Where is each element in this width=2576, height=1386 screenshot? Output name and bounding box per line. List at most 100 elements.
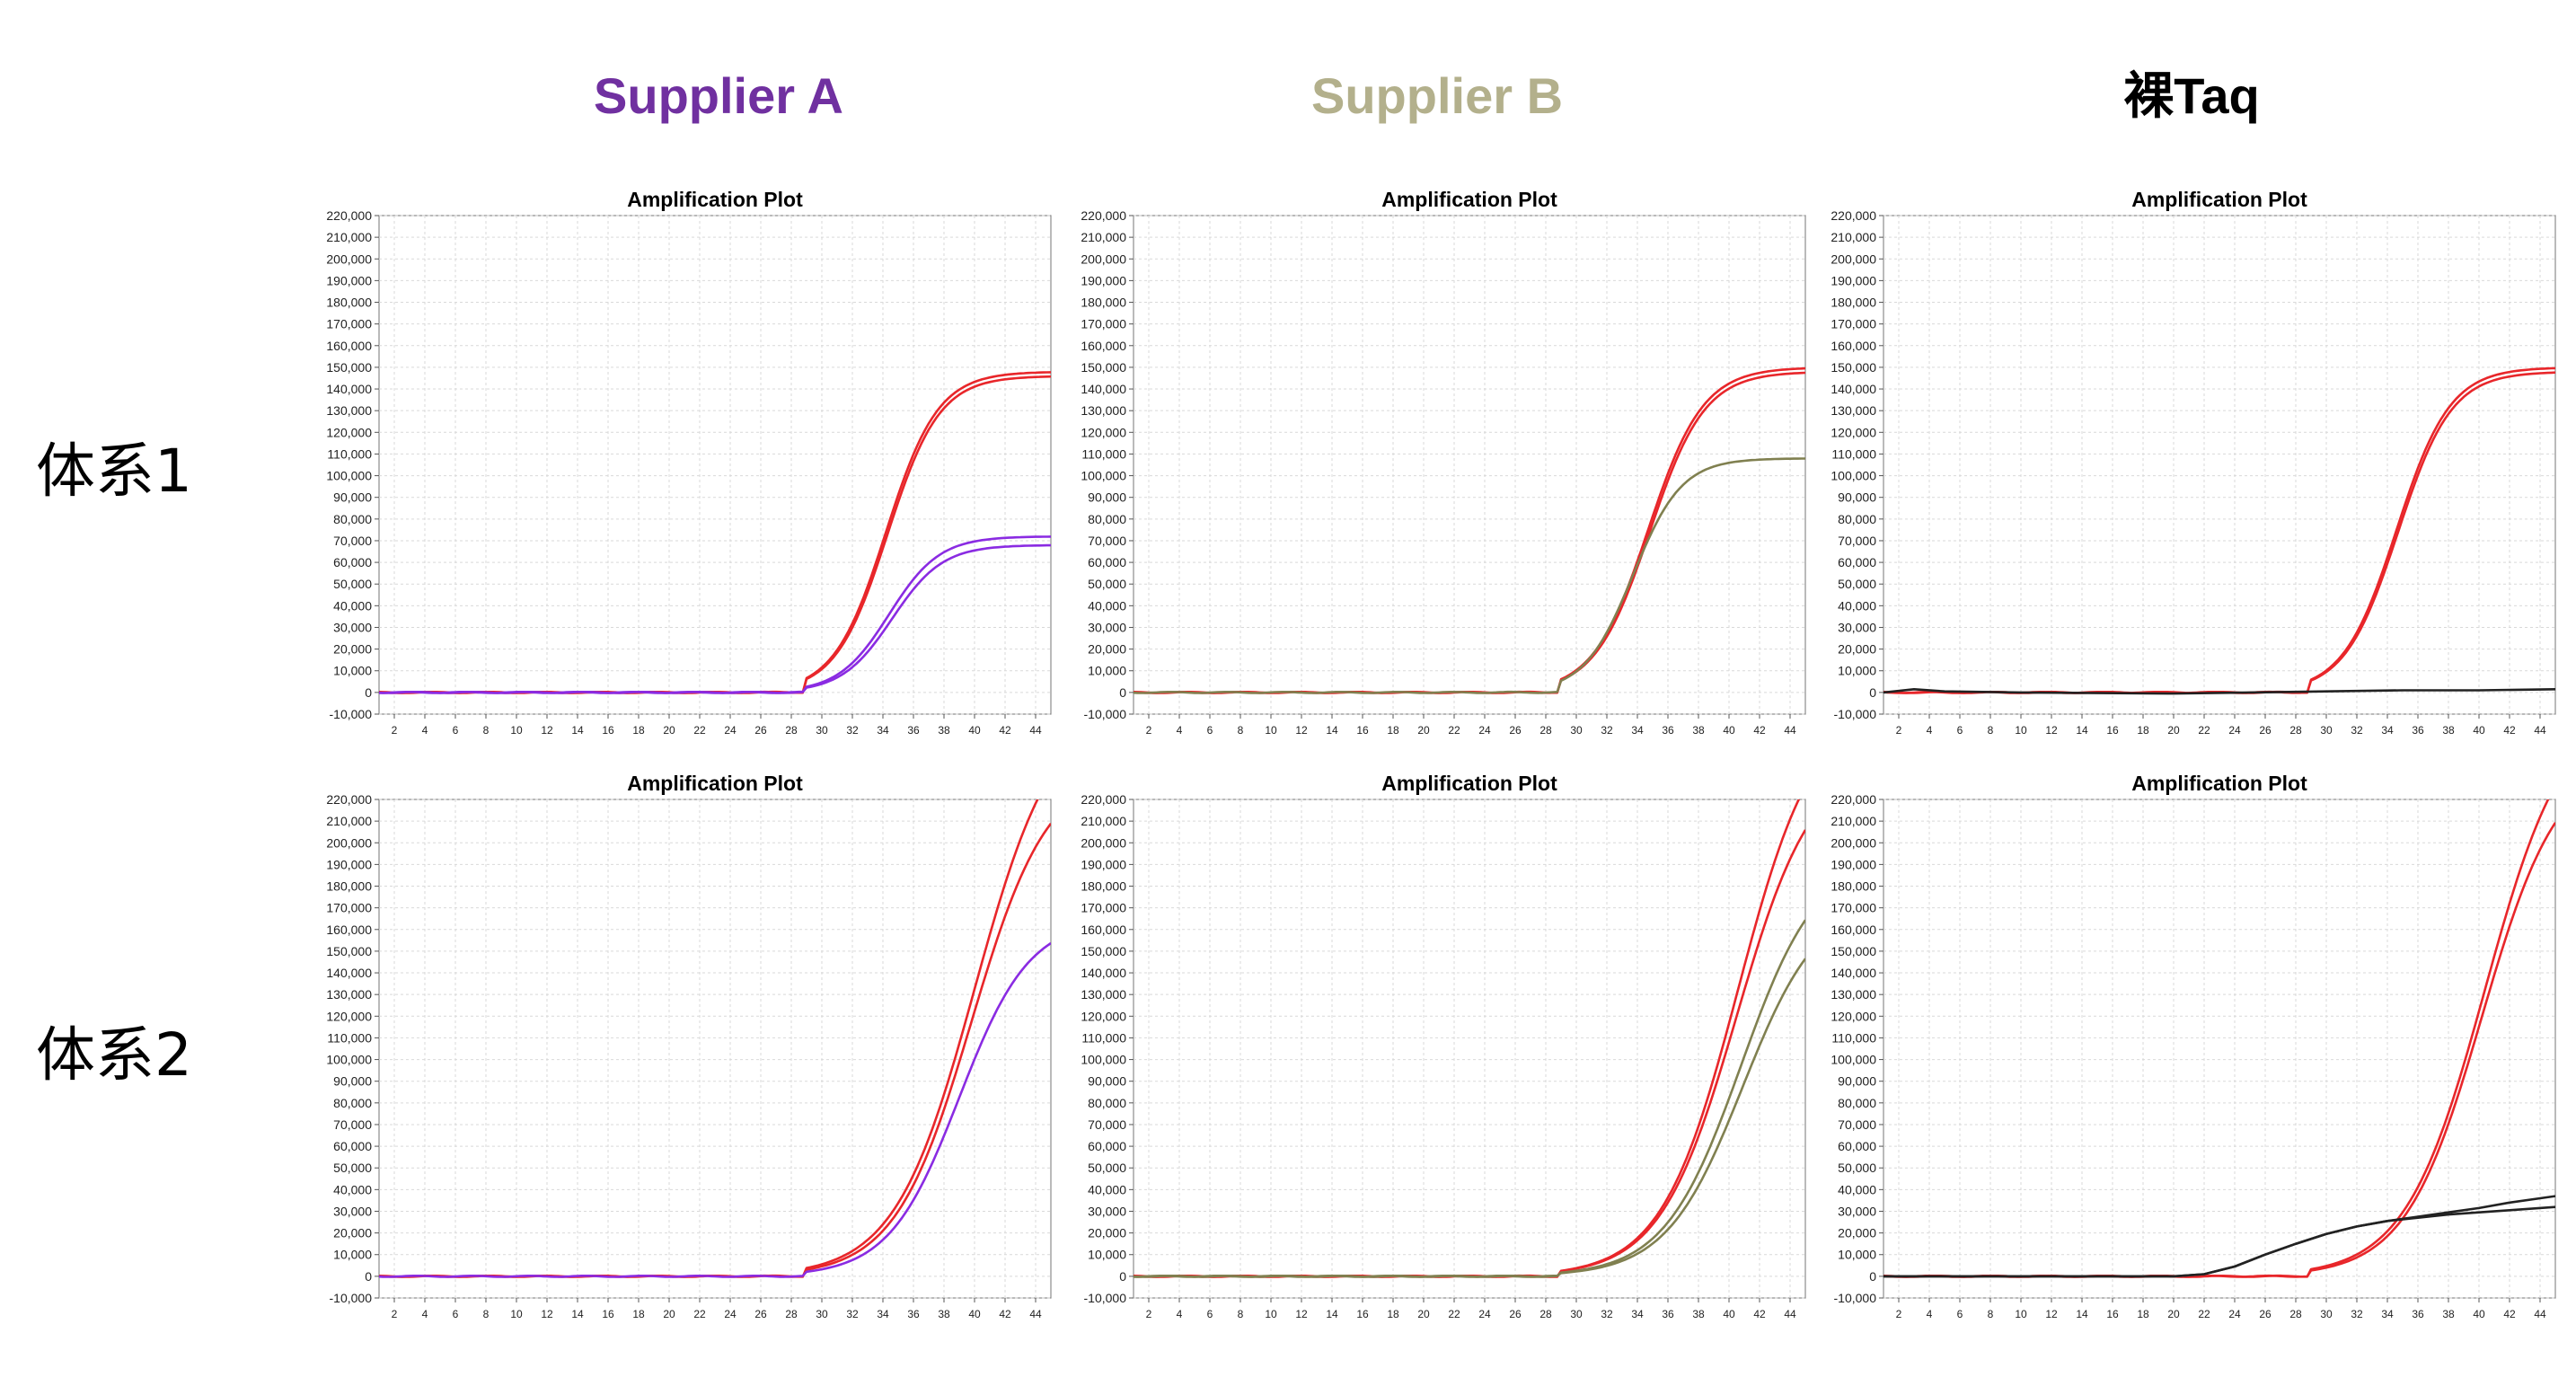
x-tick-label: 32 [1601, 724, 1613, 737]
y-tick-label: 40,000 [1838, 1182, 1876, 1196]
x-tick-label: 10 [2015, 724, 2027, 737]
y-tick-label: 200,000 [326, 252, 372, 266]
y-tick-label: 220,000 [1081, 792, 1126, 807]
y-tick-label: 120,000 [326, 425, 372, 439]
chart-title: Amplification Plot [1381, 188, 1557, 211]
x-tick-label: 18 [2137, 1308, 2149, 1320]
x-tick-label: 24 [1478, 1308, 1491, 1320]
x-tick-label: 24 [2228, 1308, 2241, 1320]
x-tick-label: 34 [1631, 1308, 1644, 1320]
y-tick-label: 30,000 [333, 1204, 372, 1218]
x-tick-label: 14 [2076, 1308, 2088, 1320]
x-tick-label: 40 [1723, 724, 1735, 737]
amplification-plot-system1-supplier-a: Amplification Plot -10,000 0 10,000 20,000 30… [326, 188, 1052, 737]
x-tick-label: 44 [1784, 1308, 1796, 1320]
y-tick-label: 220,000 [1831, 208, 1876, 223]
y-tick-label: 80,000 [1838, 512, 1876, 526]
x-tick-label: 28 [2289, 1308, 2302, 1320]
y-tick-label: 200,000 [1081, 835, 1126, 850]
x-tick-label: 16 [2106, 724, 2119, 737]
y-tick-label: 0 [1119, 1269, 1126, 1284]
amplification-curve-olive [1134, 958, 1805, 1278]
x-tick-label: 18 [632, 724, 645, 737]
y-tick-label: 120,000 [1081, 425, 1126, 439]
y-tick-label: 60,000 [333, 555, 372, 569]
x-tick-label: 16 [602, 1308, 614, 1320]
y-tick-label: 210,000 [1831, 814, 1876, 828]
y-tick-label: 150,000 [326, 944, 372, 958]
y-tick-label: 50,000 [333, 577, 372, 591]
x-tick-label: 10 [1265, 1308, 1277, 1320]
y-tick-label: 10,000 [1838, 1248, 1876, 1262]
y-tick-label: 100,000 [326, 469, 372, 483]
y-tick-label: 90,000 [333, 1074, 372, 1089]
amplification-plot-system2-supplier-a: Amplification Plot -10,000 0 10,000 20,000 30… [326, 772, 1052, 1320]
x-tick-label: 16 [1356, 724, 1369, 737]
x-tick-label: 16 [1356, 1308, 1369, 1320]
y-tick-label: -10,000 [330, 1291, 373, 1305]
x-tick-label: 12 [541, 724, 553, 737]
y-tick-label: 80,000 [1088, 512, 1126, 526]
x-tick-label: 8 [1238, 1308, 1244, 1320]
x-tick-label: 40 [2473, 724, 2485, 737]
series-group [379, 371, 1051, 694]
y-tick-label: -10,000 [330, 707, 373, 721]
x-tick-label: 36 [1662, 724, 1674, 737]
x-tick-label: 22 [2198, 724, 2210, 737]
x-tick-label: 6 [1957, 724, 1963, 737]
x-tick-label: 14 [1326, 724, 1338, 737]
x-tick-label: 30 [1570, 1308, 1583, 1320]
y-tick-label: 30,000 [1838, 1204, 1876, 1218]
y-tick-label: 180,000 [1831, 296, 1876, 310]
y-tick-label: 110,000 [1081, 446, 1126, 461]
x-tick-label: 14 [2076, 724, 2088, 737]
y-tick-label: 220,000 [1831, 792, 1876, 807]
row-label-system-1: 体系1 [36, 437, 192, 506]
y-tick-label: 120,000 [326, 1009, 372, 1023]
x-tick-label: 36 [907, 1308, 920, 1320]
y-tick-label: 200,000 [1831, 252, 1876, 266]
y-tick-label: 40,000 [1088, 1182, 1126, 1196]
x-tick-label: 28 [785, 724, 798, 737]
x-tick-label: 14 [571, 1308, 584, 1320]
x-tick-label: 2 [392, 724, 398, 737]
y-tick-label: 10,000 [1838, 664, 1876, 678]
x-tick-label: 4 [422, 724, 428, 737]
x-tick-label: 12 [1295, 1308, 1308, 1320]
x-tick-label: 24 [1478, 724, 1491, 737]
x-tick-label: 2 [1896, 724, 1902, 737]
y-tick-label: 170,000 [1081, 317, 1126, 331]
x-tick-label: 10 [510, 1308, 523, 1320]
y-tick-label: 210,000 [326, 814, 372, 828]
y-tick-label: 0 [365, 1269, 372, 1284]
y-tick-label: 10,000 [1088, 664, 1126, 678]
y-tick-label: 80,000 [333, 1096, 372, 1110]
series-group [379, 799, 1051, 1278]
x-tick-label: 2 [392, 1308, 398, 1320]
y-tick-label: 30,000 [1088, 1204, 1126, 1218]
x-tick-label: 8 [483, 724, 490, 737]
y-tick-label: 90,000 [1838, 490, 1876, 505]
y-tick-label: 120,000 [1081, 1009, 1126, 1023]
y-tick-label: 160,000 [1831, 339, 1876, 353]
x-tick-label: 26 [1509, 1308, 1522, 1320]
y-tick-label: 30,000 [333, 620, 372, 634]
x-tick-label: 8 [1988, 724, 1994, 737]
x-tick-label: 36 [2412, 1308, 2424, 1320]
x-tick-label: 22 [1448, 724, 1460, 737]
y-tick-label: 140,000 [326, 966, 372, 980]
y-tick-label: 100,000 [326, 1053, 372, 1067]
x-tick-label: 32 [846, 724, 859, 737]
x-tick-label: 18 [1387, 724, 1399, 737]
amplification-plot-system1-bare-taq: Amplification Plot -10,000 0 10,000 20,000 30… [1831, 188, 2556, 737]
x-tick-label: 2 [1146, 724, 1152, 737]
x-tick-label: 38 [2442, 724, 2455, 737]
plot-area [1883, 799, 2556, 1299]
x-tick-label: 30 [2320, 724, 2333, 737]
x-tick-label: 10 [510, 724, 523, 737]
x-tick-label: 40 [968, 1308, 981, 1320]
x-tick-label: 42 [2503, 1308, 2516, 1320]
x-tick-label: 8 [483, 1308, 490, 1320]
y-tick-label: 160,000 [326, 339, 372, 353]
x-tick-label: 34 [877, 1308, 889, 1320]
